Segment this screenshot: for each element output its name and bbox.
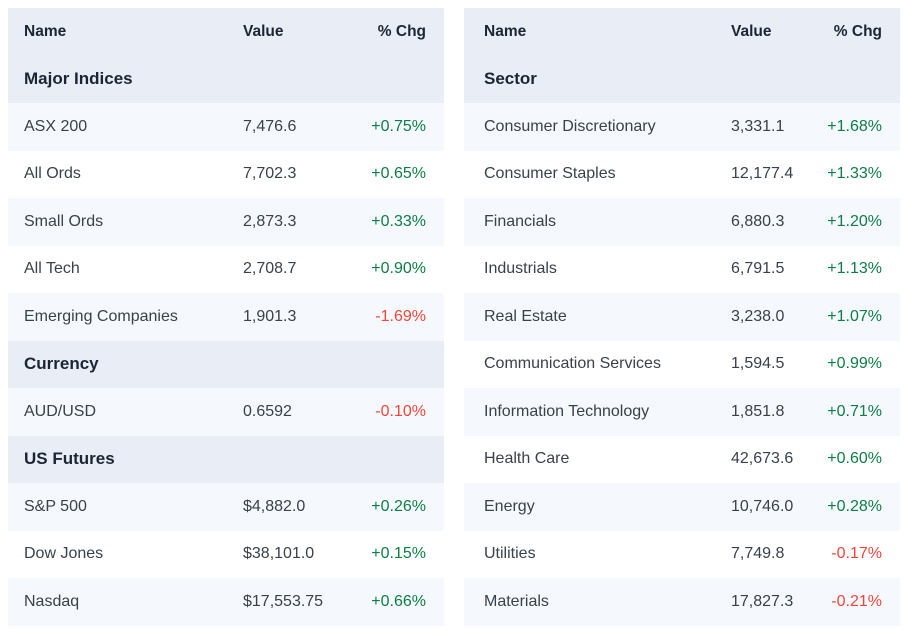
- instrument-name: Consumer Staples: [484, 165, 616, 183]
- row-materials[interactable]: Materials 17,827.3 -0.21%: [464, 578, 900, 626]
- instrument-value: 2,873.3: [243, 212, 297, 230]
- row-real-estate[interactable]: Real Estate 3,238.0 +1.07%: [464, 293, 900, 341]
- instrument-change: +0.28%: [827, 497, 882, 515]
- instrument-change: -0.21%: [831, 592, 882, 610]
- row-sp-500[interactable]: S&P 500 $4,882.0 +0.26%: [8, 483, 444, 531]
- row-emerging-companies[interactable]: Emerging Companies 1,901.3 -1.69%: [8, 293, 444, 341]
- column-header-chg: % Chg: [833, 22, 882, 40]
- instrument-value: 3,238.0: [731, 307, 785, 325]
- instrument-name: Materials: [484, 592, 549, 610]
- instrument-value: 0.6592: [243, 402, 292, 420]
- row-energy[interactable]: Energy 10,746.0 +0.28%: [464, 483, 900, 531]
- instrument-value: 17,827.3: [731, 592, 794, 610]
- row-communication-services[interactable]: Communication Services 1,594.5 +0.99%: [464, 340, 900, 388]
- instrument-name: Industrials: [484, 260, 557, 278]
- instrument-change: +0.60%: [827, 450, 882, 468]
- instrument-value: $4,882.0: [243, 497, 306, 515]
- instrument-change: +0.66%: [371, 592, 426, 610]
- instrument-name: All Tech: [24, 260, 80, 278]
- instrument-change: +1.68%: [827, 117, 882, 135]
- instrument-name: Real Estate: [484, 307, 567, 325]
- table-header-row: Name Value % Chg: [8, 8, 444, 56]
- instrument-value: 1,594.5: [731, 355, 785, 373]
- instrument-value: 6,880.3: [731, 212, 785, 230]
- instrument-name: Information Technology: [484, 402, 650, 420]
- row-industrials[interactable]: Industrials 6,791.5 +1.13%: [464, 245, 900, 293]
- instrument-value: 1,901.3: [243, 307, 297, 325]
- instrument-name: Emerging Companies: [24, 307, 178, 325]
- instrument-change: +0.71%: [827, 402, 882, 420]
- column-header-name: Name: [24, 22, 67, 40]
- instrument-value: 10,746.0: [731, 497, 794, 515]
- instrument-name: Financials: [484, 212, 557, 230]
- instrument-change: +0.33%: [371, 212, 426, 230]
- instrument-name: Small Ords: [24, 212, 104, 230]
- section-currency: Currency: [8, 340, 444, 388]
- row-information-technology[interactable]: Information Technology 1,851.8 +0.71%: [464, 388, 900, 436]
- indices-table: Name Value % Chg Major Indices ASX 200 7…: [8, 8, 444, 626]
- instrument-value: 7,476.6: [243, 117, 297, 135]
- row-consumer-discretionary[interactable]: Consumer Discretionary 3,331.1 +1.68%: [464, 103, 900, 151]
- row-all-ords[interactable]: All Ords 7,702.3 +0.65%: [8, 150, 444, 198]
- instrument-value: 6,791.5: [731, 260, 785, 278]
- section-us-futures: US Futures: [8, 435, 444, 483]
- instrument-name: S&P 500: [24, 497, 87, 515]
- instrument-change: +0.15%: [371, 545, 426, 563]
- row-all-tech[interactable]: All Tech 2,708.7 +0.90%: [8, 245, 444, 293]
- row-consumer-staples[interactable]: Consumer Staples 12,177.4 +1.33%: [464, 150, 900, 198]
- instrument-change: +0.65%: [371, 165, 426, 183]
- instrument-name: Nasdaq: [24, 592, 80, 610]
- instrument-change: -0.10%: [375, 402, 426, 420]
- section-major-indices: Major Indices: [8, 55, 444, 103]
- row-aud-usd[interactable]: AUD/USD 0.6592 -0.10%: [8, 388, 444, 436]
- section-title: Currency: [24, 354, 99, 374]
- instrument-change: -1.69%: [375, 307, 426, 325]
- instrument-name: Utilities: [484, 545, 536, 563]
- row-asx-200[interactable]: ASX 200 7,476.6 +0.75%: [8, 103, 444, 151]
- instrument-value: 12,177.4: [731, 165, 794, 183]
- section-title: US Futures: [24, 449, 115, 469]
- instrument-name: Dow Jones: [24, 545, 104, 563]
- instrument-name: ASX 200: [24, 117, 88, 135]
- instrument-name: Energy: [484, 497, 535, 515]
- row-health-care[interactable]: Health Care 42,673.6 +0.60%: [464, 435, 900, 483]
- instrument-change: +0.99%: [827, 355, 882, 373]
- instrument-change: +0.26%: [371, 497, 426, 515]
- instrument-value: 42,673.6: [731, 450, 794, 468]
- column-header-value: Value: [731, 22, 772, 40]
- instrument-value: 7,749.8: [731, 545, 785, 563]
- section-title: Sector: [484, 69, 537, 89]
- instrument-change: +1.33%: [827, 165, 882, 183]
- instrument-change: -0.17%: [831, 545, 882, 563]
- instrument-value: 3,331.1: [731, 117, 785, 135]
- row-dow-jones[interactable]: Dow Jones $38,101.0 +0.15%: [8, 530, 444, 578]
- instrument-value: $38,101.0: [243, 545, 315, 563]
- table-header-row: Name Value % Chg: [464, 8, 900, 56]
- section-title: Major Indices: [24, 69, 133, 89]
- instrument-name: Health Care: [484, 450, 570, 468]
- instrument-value: 2,708.7: [243, 260, 297, 278]
- instrument-name: AUD/USD: [24, 402, 97, 420]
- column-header-chg: % Chg: [377, 22, 426, 40]
- sectors-table: Name Value % Chg Sector Consumer Discret…: [464, 8, 900, 626]
- instrument-change: +1.20%: [827, 212, 882, 230]
- instrument-change: +1.13%: [827, 260, 882, 278]
- instrument-name: Consumer Discretionary: [484, 117, 656, 135]
- section-sector: Sector: [464, 55, 900, 103]
- row-financials[interactable]: Financials 6,880.3 +1.20%: [464, 198, 900, 246]
- instrument-value: 1,851.8: [731, 402, 785, 420]
- row-utilities[interactable]: Utilities 7,749.8 -0.17%: [464, 530, 900, 578]
- instrument-value: 7,702.3: [243, 165, 297, 183]
- instrument-change: +1.07%: [827, 307, 882, 325]
- column-header-name: Name: [484, 22, 527, 40]
- column-header-value: Value: [243, 22, 284, 40]
- instrument-name: Communication Services: [484, 355, 661, 373]
- instrument-change: +0.75%: [371, 117, 426, 135]
- instrument-value: $17,553.75: [243, 592, 324, 610]
- row-small-ords[interactable]: Small Ords 2,873.3 +0.33%: [8, 198, 444, 246]
- instrument-change: +0.90%: [371, 260, 426, 278]
- row-nasdaq[interactable]: Nasdaq $17,553.75 +0.66%: [8, 578, 444, 626]
- instrument-name: All Ords: [24, 165, 81, 183]
